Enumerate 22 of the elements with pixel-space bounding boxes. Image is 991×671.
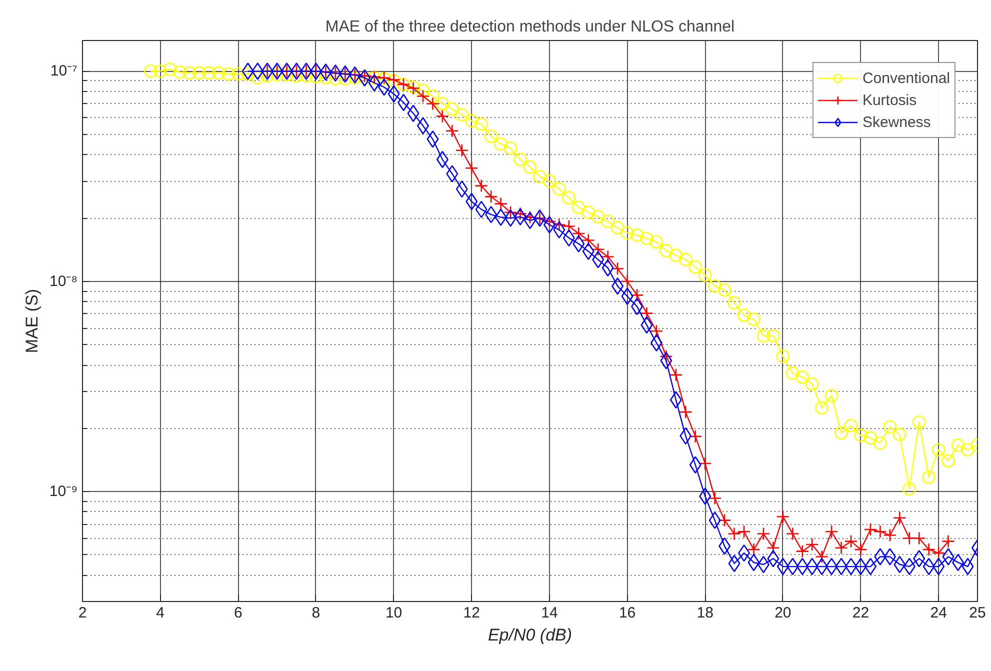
x-tick-label: 12 [463,604,480,622]
y-axis-title: MAE (S) [22,288,42,354]
x-tick-label: 25 [969,604,986,622]
y-tick-label: 10⁻⁹ [49,483,78,500]
legend-label: Conventional [862,68,950,88]
y-tick-label: 10⁻⁸ [49,272,78,290]
legend-label: Skewness [862,112,931,132]
x-tick-label: 22 [852,604,870,622]
x-tick-label: 4 [156,604,164,622]
x-tick-label: 14 [541,604,558,622]
x-tick-label: 18 [696,604,714,622]
x-tick-label: 6 [234,604,242,622]
y-tick-label: 10⁻⁷ [50,62,78,80]
x-tick-label: 2 [78,604,87,622]
x-tick-label: 10 [385,604,402,622]
x-axis-title: Ep/N0 (dB) [488,626,572,644]
x-tick-label: 16 [618,604,636,622]
x-tick-label: 24 [930,604,947,622]
legend-label: Kurtosis [862,90,917,110]
x-tick-label: 20 [774,604,792,622]
x-tick-label: 8 [312,604,320,622]
chart-title: MAE of the three detection methods under NLOS channel [325,18,735,36]
